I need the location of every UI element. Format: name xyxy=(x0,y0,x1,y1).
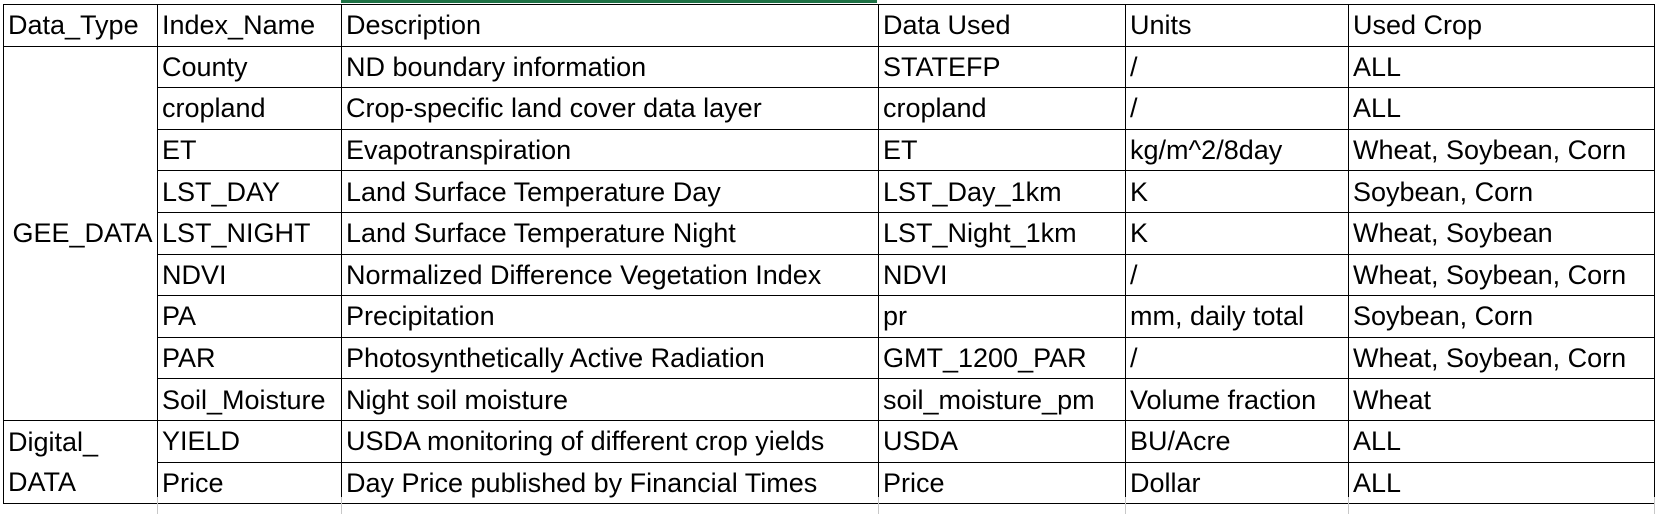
empty-gridline xyxy=(1654,497,1655,514)
cell-used-crop[interactable]: Soybean, Corn xyxy=(1348,170,1655,213)
cell-data-used[interactable]: ET xyxy=(878,128,1126,172)
empty-gridline xyxy=(1125,497,1126,514)
cell-index-name[interactable]: LST_DAY xyxy=(157,170,342,213)
cell-data-used[interactable]: NDVI xyxy=(878,253,1126,297)
cell-description[interactable]: Land Surface Temperature Day xyxy=(341,170,879,213)
table-row: Digital_ DATA YIELD USDA monitoring of di… xyxy=(3,419,1655,505)
cell-description[interactable]: Normalized Difference Vegetation Index xyxy=(341,253,879,297)
cell-data-used[interactable]: cropland xyxy=(878,87,1126,130)
header-cell-data-type[interactable]: Data_Type xyxy=(3,4,158,47)
cell-description[interactable]: Precipitation xyxy=(341,295,879,338)
cell-used-crop[interactable]: ALL xyxy=(1348,419,1655,463)
cell-description[interactable]: ND boundary information xyxy=(341,45,879,89)
cell-data-used[interactable]: USDA xyxy=(878,419,1126,463)
header-cell-used-crop[interactable]: Used Crop xyxy=(1348,4,1655,47)
empty-gridline xyxy=(157,497,158,514)
cell-used-crop[interactable]: ALL xyxy=(1348,87,1655,130)
cell-index-name[interactable]: Price xyxy=(157,461,342,505)
merged-cell-data-type-digital[interactable]: Digital_ DATA xyxy=(3,419,158,505)
cell-used-crop[interactable]: ALL xyxy=(1348,45,1655,89)
cell-data-used[interactable]: soil_moisture_pm xyxy=(878,378,1126,421)
cell-description[interactable]: Photosynthetically Active Radiation xyxy=(341,336,879,380)
cell-used-crop[interactable]: Wheat, Soybean, Corn xyxy=(1348,253,1655,297)
cell-data-used[interactable]: pr xyxy=(878,295,1126,338)
cell-index-name[interactable]: YIELD xyxy=(157,419,342,463)
cell-units[interactable]: BU/Acre xyxy=(1125,419,1349,463)
cell-description[interactable]: Evapotranspiration xyxy=(341,128,879,172)
empty-gridline xyxy=(341,497,342,514)
cell-units[interactable]: Volume fraction xyxy=(1125,378,1349,421)
cell-description[interactable]: Day Price published by Financial Times xyxy=(341,461,879,505)
cell-data-used[interactable]: GMT_1200_PAR xyxy=(878,336,1126,380)
cell-used-crop[interactable]: Wheat, Soybean, Corn xyxy=(1348,336,1655,380)
cell-description[interactable]: Crop-specific land cover data layer xyxy=(341,87,879,130)
empty-gridline xyxy=(878,497,879,514)
header-row: Data_Type Index_Name Description Data Us… xyxy=(3,4,1655,47)
cell-index-name[interactable]: LST_NIGHT xyxy=(157,211,342,255)
table-row: Soil_Moisture Night soil moisture soil_m… xyxy=(4,378,1655,421)
cell-index-name[interactable]: PA xyxy=(157,295,342,338)
header-cell-index-name[interactable]: Index_Name xyxy=(157,4,342,47)
cell-index-name[interactable]: cropland xyxy=(157,87,342,130)
cell-units[interactable]: / xyxy=(1125,253,1349,297)
header-cell-data-used[interactable]: Data Used xyxy=(878,4,1126,47)
cell-data-used[interactable]: LST_Night_1km xyxy=(878,211,1126,255)
cell-data-used[interactable]: Price xyxy=(878,461,1126,505)
header-cell-units[interactable]: Units xyxy=(1125,4,1349,47)
empty-gridline xyxy=(1348,497,1349,514)
cell-used-crop[interactable]: Wheat, Soybean xyxy=(1348,211,1655,255)
cell-index-name[interactable]: NDVI xyxy=(157,253,342,297)
cell-units[interactable]: K xyxy=(1125,211,1349,255)
cell-used-crop[interactable]: Wheat, Soybean, Corn xyxy=(1348,128,1655,172)
table-row: LST_DAY Land Surface Temperature Day LST… xyxy=(4,170,1655,213)
cell-units[interactable]: mm, daily total xyxy=(1125,295,1349,338)
table-row: LST_NIGHT Land Surface Temperature Night… xyxy=(4,211,1655,255)
cell-index-name[interactable]: County xyxy=(157,45,342,89)
table-row: PAR Photosynthetically Active Radiation … xyxy=(4,336,1655,380)
data-type-line-2: DATA xyxy=(8,467,77,498)
table-row: Price Day Price published by Financial T… xyxy=(4,461,1655,505)
cell-used-crop[interactable]: Soybean, Corn xyxy=(1348,295,1655,338)
table-row: cropland Crop-specific land cover data l… xyxy=(4,87,1655,130)
header-cell-description[interactable]: Description xyxy=(341,4,879,47)
table-row: GEE_DATA County ND boundary information … xyxy=(3,45,1655,421)
cell-data-used[interactable]: STATEFP xyxy=(878,45,1126,89)
table-row: ET Evapotranspiration ET kg/m^2/8day Whe… xyxy=(4,128,1655,172)
cell-units[interactable]: K xyxy=(1125,170,1349,213)
merged-cell-data-type[interactable]: GEE_DATA xyxy=(3,45,158,421)
data-table: Data_Type Index_Name Description Data Us… xyxy=(3,4,1655,505)
cell-description[interactable]: Land Surface Temperature Night xyxy=(341,211,879,255)
cell-index-name[interactable]: Soil_Moisture xyxy=(157,378,342,421)
cell-units[interactable]: kg/m^2/8day xyxy=(1125,128,1349,172)
cell-index-name[interactable]: ET xyxy=(157,128,342,172)
cell-used-crop[interactable]: Wheat xyxy=(1348,378,1655,421)
cell-units[interactable]: Dollar xyxy=(1125,461,1349,505)
table-row: NDVI Normalized Difference Vegetation In… xyxy=(4,253,1655,297)
cell-units[interactable]: / xyxy=(1125,87,1349,130)
cell-data-used[interactable]: LST_Day_1km xyxy=(878,170,1126,213)
cell-description[interactable]: Night soil moisture xyxy=(341,378,879,421)
cell-units[interactable]: / xyxy=(1125,336,1349,380)
column-selection-indicator xyxy=(341,0,877,3)
table-row: PA Precipitation pr mm, daily total Soyb… xyxy=(4,295,1655,338)
cell-index-name[interactable]: PAR xyxy=(157,336,342,380)
cell-units[interactable]: / xyxy=(1125,45,1349,89)
cell-description[interactable]: USDA monitoring of different crop yields xyxy=(341,419,879,463)
data-type-line-1: Digital_ xyxy=(8,427,99,458)
cell-used-crop[interactable]: ALL xyxy=(1348,461,1655,505)
